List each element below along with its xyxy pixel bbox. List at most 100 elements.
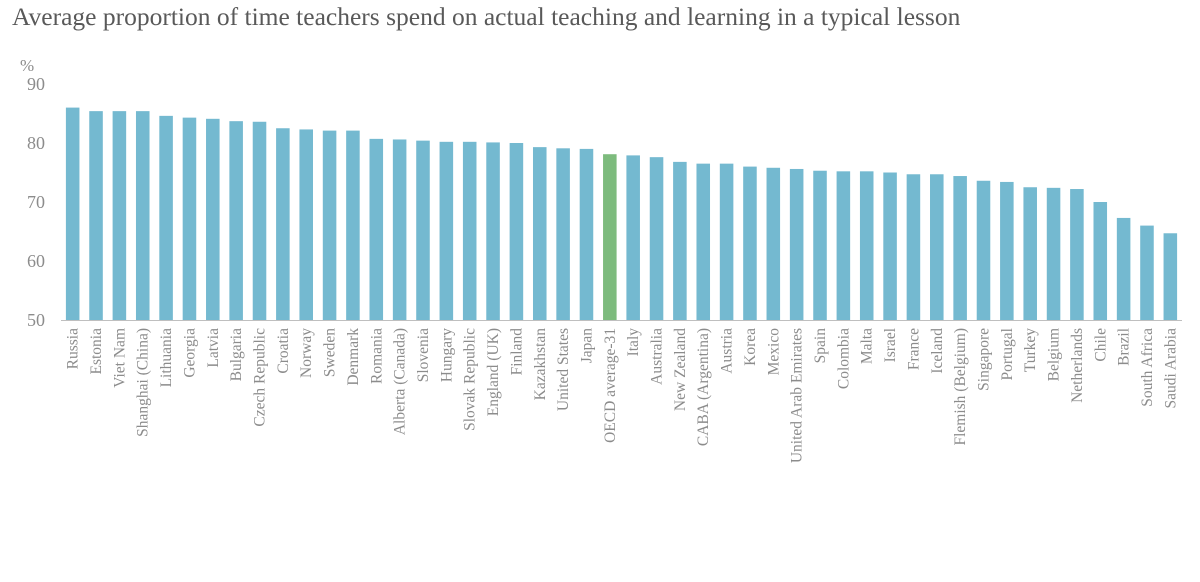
bar	[206, 118, 220, 320]
x-tick-label: Hungary	[438, 328, 455, 382]
bar	[112, 111, 127, 320]
x-tick-label: Colombia	[835, 328, 852, 389]
x-tick-label: United Arab Emirates	[789, 328, 806, 463]
bar	[1070, 189, 1084, 320]
x-tick-label: OECD average-31	[602, 328, 619, 443]
x-tick-label: Spain	[812, 328, 829, 364]
y-tick-label: 60	[27, 251, 45, 271]
x-tick-label: Portugal	[999, 328, 1016, 381]
bar	[930, 174, 944, 320]
x-tick-label: Chile	[1092, 328, 1109, 362]
bar	[276, 128, 290, 320]
bar	[486, 142, 500, 320]
bar	[1046, 187, 1061, 320]
bar	[532, 147, 547, 320]
x-tick-label: Shanghai (China)	[135, 328, 152, 437]
bar	[696, 163, 711, 320]
x-tick-label: United States	[555, 328, 572, 411]
bar	[556, 148, 570, 320]
bar	[626, 155, 640, 320]
x-tick-label: Slovenia	[415, 328, 432, 382]
bar	[1023, 187, 1037, 320]
bar	[906, 174, 921, 320]
bar	[1000, 181, 1014, 320]
x-tick-label: Brazil	[1116, 328, 1133, 366]
bar	[789, 168, 804, 320]
x-tick-label: Sweden	[322, 328, 339, 377]
y-tick-label: 70	[27, 192, 45, 212]
x-tick-label: CABA (Argentina)	[695, 328, 712, 446]
y-axis-labels: % 50 60 70 80 90	[20, 56, 45, 330]
bar	[416, 140, 430, 320]
y-tick-label: 80	[27, 133, 45, 153]
y-tick-label: 50	[27, 310, 45, 330]
bar	[159, 115, 173, 320]
x-tick-label: Singapore	[975, 328, 992, 391]
bars	[65, 107, 1178, 320]
x-tick-label: Japan	[578, 328, 595, 364]
x-tick-label: Austria	[719, 328, 736, 374]
x-tick-label: Alberta (Canada)	[392, 328, 409, 435]
bar	[976, 180, 991, 320]
bar	[813, 170, 827, 320]
x-tick-label: Lithuania	[158, 328, 175, 388]
x-tick-label: New Zealand	[672, 328, 689, 411]
bar	[719, 163, 734, 320]
x-tick-label: Russia	[65, 328, 82, 369]
x-tick-label: France	[905, 328, 922, 370]
x-tick-label: Korea	[742, 328, 759, 366]
bar	[462, 141, 477, 320]
x-tick-label: Viet Nam	[111, 328, 128, 388]
x-tick-label: Israel	[882, 328, 899, 362]
bar	[649, 157, 664, 320]
x-tick-label: Australia	[649, 328, 666, 385]
x-tick-label: Iceland	[929, 328, 946, 374]
x-tick-label: Romania	[368, 328, 385, 384]
x-tick-label: England (UK)	[485, 328, 502, 416]
x-tick-label: Turkey	[1022, 328, 1039, 372]
chart-title: Average proportion of time teachers spen…	[12, 2, 961, 31]
x-tick-label: Slovak Republic	[462, 328, 479, 431]
x-tick-label: Czech Republic	[252, 328, 269, 427]
bar	[135, 111, 150, 320]
bar	[673, 161, 687, 320]
x-tick-label: Finland	[508, 328, 525, 376]
bar	[229, 121, 243, 320]
bar	[346, 130, 360, 320]
x-tick-label: Estonia	[88, 328, 105, 375]
y-axis-unit-label: %	[20, 56, 34, 75]
bar	[509, 143, 524, 320]
bar	[1163, 233, 1178, 320]
x-tick-label: Mexico	[765, 328, 782, 376]
x-tick-label: Kazakhstan	[532, 328, 549, 401]
bar	[182, 117, 197, 320]
x-tick-label: Bulgaria	[228, 328, 245, 381]
bar	[369, 138, 384, 320]
x-tick-label: South Africa	[1139, 328, 1156, 407]
x-tick-label: Latvia	[205, 328, 222, 368]
bar	[89, 111, 103, 320]
bar	[836, 171, 851, 320]
bar	[579, 148, 594, 320]
bar	[743, 166, 757, 320]
bar	[392, 139, 407, 320]
bar	[252, 121, 267, 320]
x-tick-label: Croatia	[275, 328, 292, 374]
bar	[603, 154, 617, 320]
bar	[439, 141, 454, 320]
x-tick-label: Italy	[625, 328, 642, 357]
x-tick-label: Belgium	[1046, 328, 1063, 381]
bar	[766, 167, 781, 320]
x-tick-label: Netherlands	[1069, 328, 1086, 403]
y-tick-label: 90	[27, 74, 45, 94]
x-tick-label: Saudi Arabia	[1162, 328, 1179, 409]
bar	[1140, 225, 1154, 320]
x-axis-labels: Russia Estonia Viet Nam Shanghai (China) Lit…	[65, 328, 1180, 463]
bar	[322, 130, 337, 320]
bar	[299, 129, 313, 320]
x-tick-label: Georgia	[181, 328, 198, 378]
bar	[65, 107, 80, 320]
bar	[1116, 217, 1131, 320]
bar	[1093, 202, 1108, 320]
